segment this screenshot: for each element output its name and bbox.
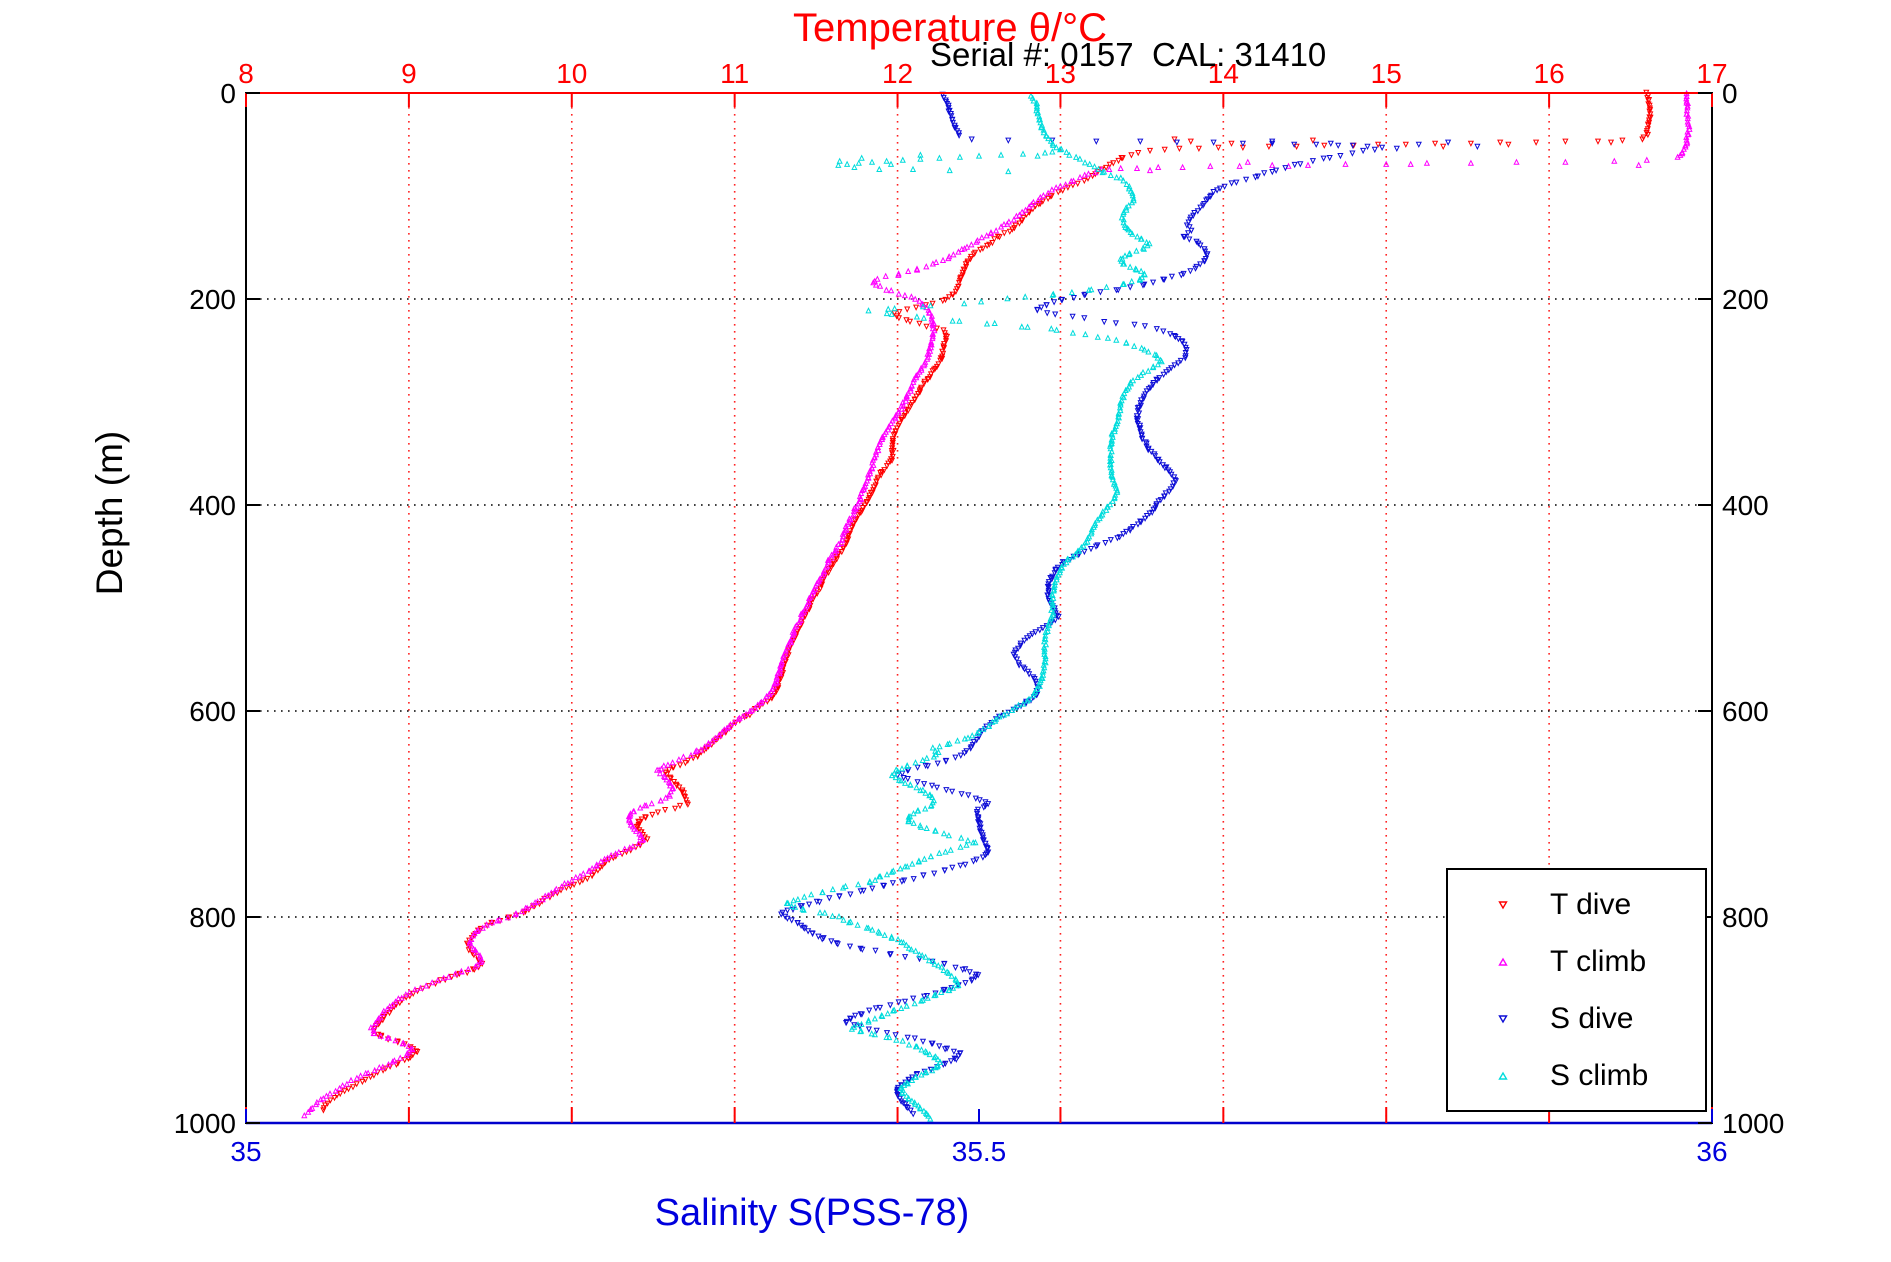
svg-text:400: 400 — [1722, 490, 1769, 521]
svg-text:200: 200 — [1722, 284, 1769, 315]
t-dive-triangle-down-icon — [1492, 897, 1514, 913]
svg-text:36: 36 — [1696, 1136, 1727, 1167]
svg-text:9: 9 — [401, 58, 417, 89]
svg-text:200: 200 — [189, 284, 236, 315]
svg-text:13: 13 — [1045, 58, 1076, 89]
depth-axis-label: Depth (m) — [89, 430, 130, 596]
s-dive-triangle-down-icon — [1492, 1011, 1514, 1027]
serial-cal-annotation: Serial #: 0157 CAL: 31410 — [930, 36, 1327, 73]
legend-label-t-climb: T climb — [1550, 944, 1647, 978]
svg-text:12: 12 — [882, 58, 913, 89]
legend-label-t-dive: T dive — [1550, 887, 1632, 921]
legend-label-s-climb: S climb — [1550, 1058, 1649, 1092]
svg-text:0: 0 — [1722, 78, 1738, 109]
chart-title: Temperature θ/°C — [793, 6, 1107, 50]
legend-item-s-climb: S climb — [1448, 1048, 1705, 1104]
svg-text:10: 10 — [556, 58, 587, 89]
legend-item-t-climb: T climb — [1448, 934, 1705, 990]
legend-item-s-dive: S dive — [1448, 991, 1705, 1047]
svg-text:14: 14 — [1208, 58, 1239, 89]
t-climb-triangle-up-icon — [1492, 954, 1514, 970]
svg-text:600: 600 — [189, 696, 236, 727]
legend-item-t-dive: T dive — [1448, 877, 1705, 933]
depth-axis-ticks: 0 0 200 200 400 400 600 600 800 800 1000 1000 — [174, 78, 1785, 1139]
svg-text:0: 0 — [220, 78, 236, 109]
svg-text:800: 800 — [189, 902, 236, 933]
svg-text:1000: 1000 — [1722, 1108, 1784, 1139]
svg-text:1000: 1000 — [174, 1108, 236, 1139]
svg-text:800: 800 — [1722, 902, 1769, 933]
svg-text:600: 600 — [1722, 696, 1769, 727]
svg-text:16: 16 — [1534, 58, 1565, 89]
temperature-axis-ticks: 8 9 10 11 12 13 14 15 16 17 — [238, 58, 1728, 1123]
legend-label-s-dive: S dive — [1550, 1001, 1634, 1035]
svg-text:35.5: 35.5 — [952, 1136, 1007, 1167]
salinity-axis-label: Salinity S(PSS-78) — [654, 1192, 970, 1234]
svg-text:11: 11 — [720, 58, 749, 89]
svg-text:8: 8 — [238, 58, 254, 89]
salinity-axis-ticks: 35 35.5 36 — [230, 1109, 1728, 1167]
s-climb-triangle-up-icon — [1492, 1068, 1514, 1084]
svg-text:400: 400 — [189, 490, 236, 521]
svg-text:17: 17 — [1696, 58, 1727, 89]
legend: T dive T climb S dive S climb — [1446, 868, 1707, 1112]
series-s-climb — [783, 92, 1165, 1122]
series-s-dive — [778, 91, 1481, 1118]
svg-text:35: 35 — [230, 1136, 261, 1167]
svg-text:15: 15 — [1371, 58, 1402, 89]
